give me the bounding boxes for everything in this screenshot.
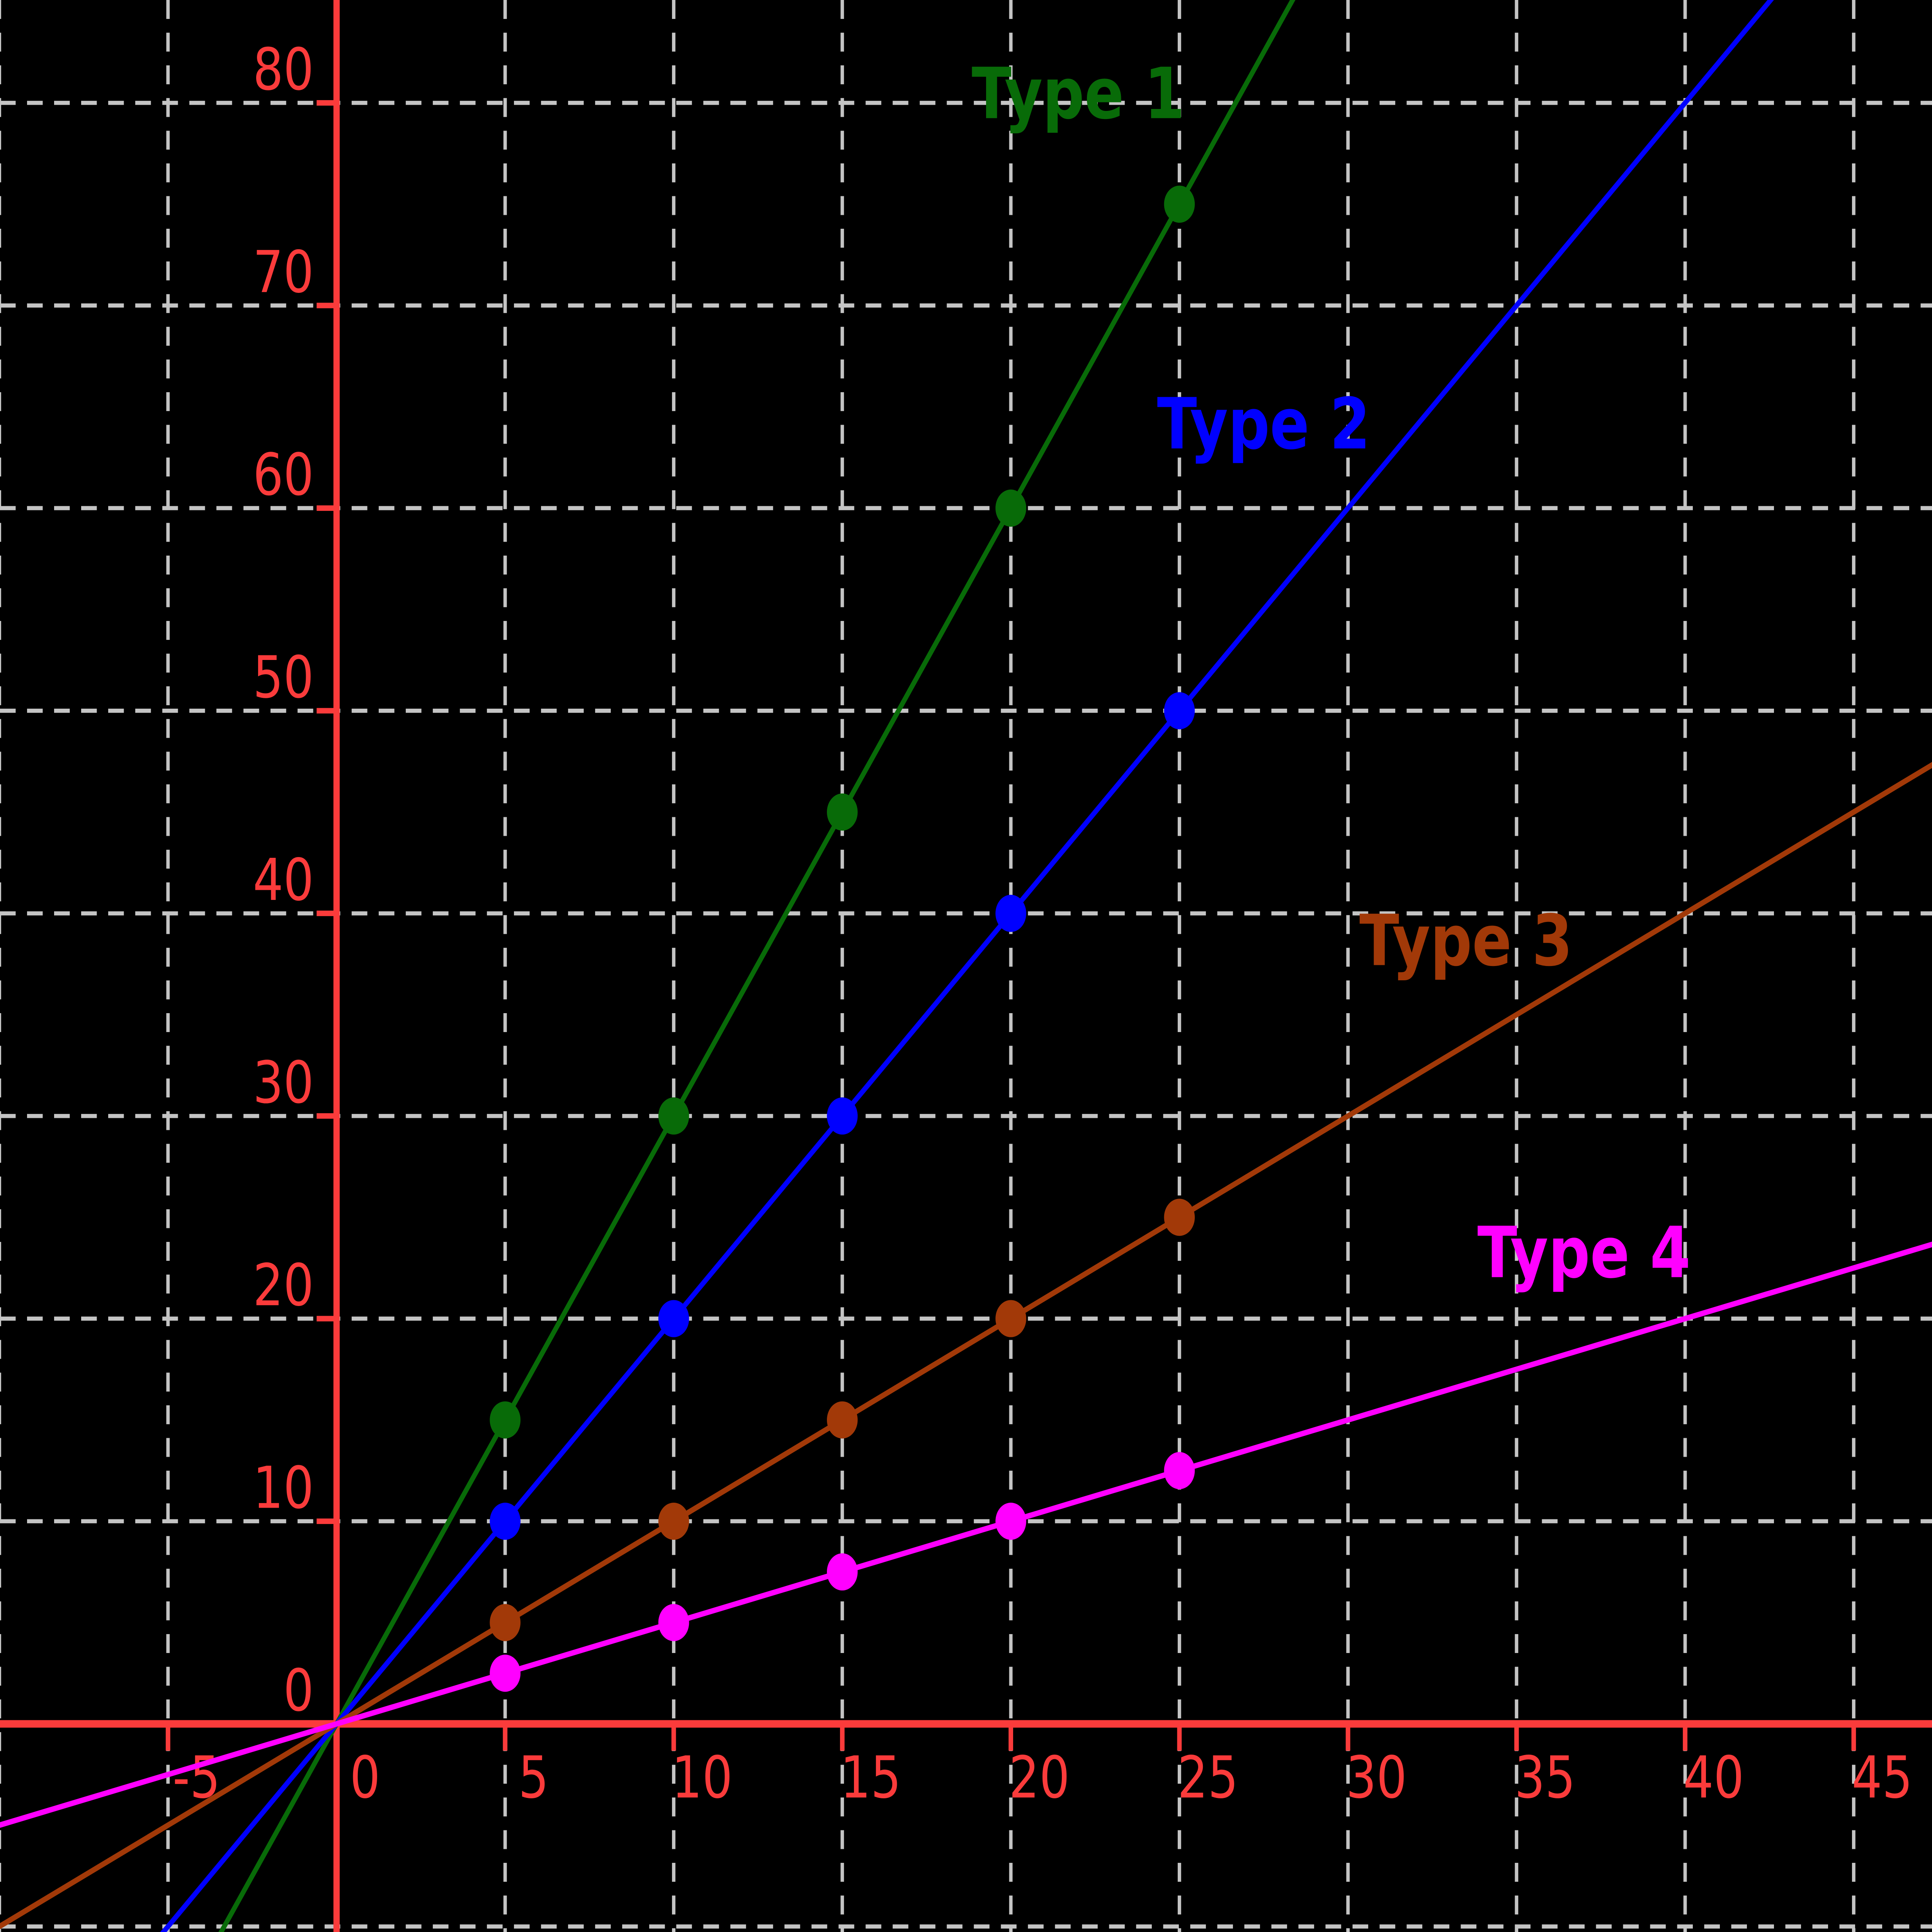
series-label-type-1: Type 1 bbox=[972, 53, 1185, 135]
point-type-2-x20[interactable] bbox=[995, 895, 1026, 932]
x-tick-label-25: 25 bbox=[1177, 1745, 1238, 1811]
point-type-3-x5[interactable] bbox=[490, 1604, 521, 1641]
series-line-type-4[interactable] bbox=[0, 1242, 1932, 1828]
point-type-4-x10[interactable] bbox=[658, 1604, 689, 1641]
x-tick-label-30: 30 bbox=[1346, 1745, 1407, 1811]
series-label-type-3: Type 3 bbox=[1359, 900, 1573, 982]
y-tick-label-40: 40 bbox=[253, 847, 314, 914]
y-tick-label-80: 80 bbox=[253, 36, 314, 103]
x-tick-label-5: 5 bbox=[519, 1745, 549, 1811]
point-type-3-x10[interactable] bbox=[658, 1502, 689, 1540]
x-tick-label--5: -5 bbox=[173, 1745, 220, 1811]
point-type-3-x15[interactable] bbox=[827, 1401, 858, 1439]
x-tick-label-35: 35 bbox=[1515, 1745, 1576, 1811]
series-label-type-4: Type 4 bbox=[1477, 1211, 1690, 1294]
point-type-1-x10[interactable] bbox=[658, 1097, 689, 1135]
point-type-3-x20[interactable] bbox=[995, 1300, 1026, 1337]
x-tick-label-0: 0 bbox=[350, 1745, 380, 1811]
y-tick-label-70: 70 bbox=[253, 239, 314, 306]
point-type-1-x20[interactable] bbox=[995, 489, 1026, 527]
point-type-4-x25[interactable] bbox=[1164, 1452, 1195, 1489]
y-tick-label-50: 50 bbox=[253, 644, 314, 711]
point-type-2-x25[interactable] bbox=[1164, 692, 1195, 730]
point-type-3-x25[interactable] bbox=[1164, 1199, 1195, 1236]
point-type-4-x5[interactable] bbox=[490, 1655, 521, 1692]
point-type-1-x25[interactable] bbox=[1164, 185, 1195, 223]
series-label-type-2: Type 2 bbox=[1157, 383, 1371, 466]
x-tick-label-10: 10 bbox=[672, 1745, 733, 1811]
x-tick-label-45: 45 bbox=[1852, 1745, 1913, 1811]
y-tick-label-30: 30 bbox=[253, 1049, 314, 1116]
y-tick-label-20: 20 bbox=[253, 1252, 314, 1319]
y-tick-label-60: 60 bbox=[253, 442, 314, 509]
x-tick-label-40: 40 bbox=[1683, 1745, 1744, 1811]
x-tick-label-15: 15 bbox=[840, 1745, 901, 1811]
point-type-2-x10[interactable] bbox=[658, 1300, 689, 1337]
point-type-4-x15[interactable] bbox=[827, 1553, 858, 1591]
point-type-2-x5[interactable] bbox=[490, 1502, 521, 1540]
series-line-type-3[interactable] bbox=[0, 762, 1932, 1929]
y-tick-label-0: 0 bbox=[283, 1657, 314, 1724]
point-type-1-x15[interactable] bbox=[827, 793, 858, 831]
point-type-1-x5[interactable] bbox=[490, 1401, 521, 1439]
point-type-4-x20[interactable] bbox=[995, 1502, 1026, 1540]
point-type-2-x15[interactable] bbox=[827, 1097, 858, 1135]
y-tick-label-10: 10 bbox=[253, 1455, 314, 1522]
x-tick-label-20: 20 bbox=[1009, 1745, 1070, 1811]
